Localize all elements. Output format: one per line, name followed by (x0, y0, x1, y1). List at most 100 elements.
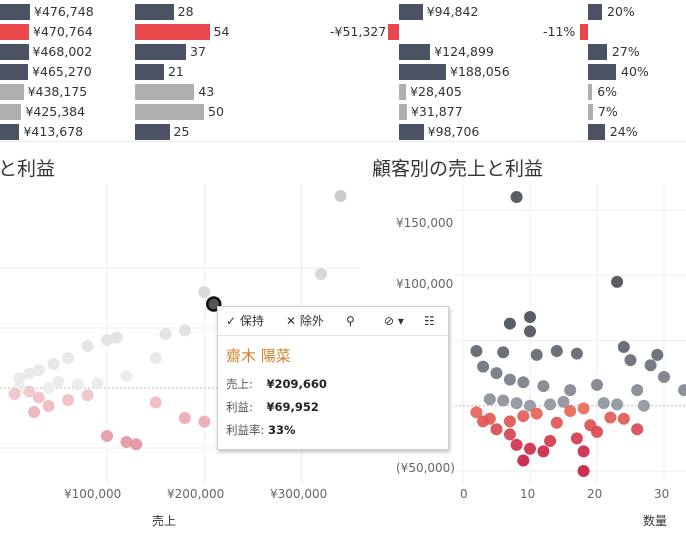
check-icon: ✓ (226, 314, 237, 328)
scatter-point (159, 328, 172, 340)
scatter-point (550, 344, 563, 357)
scatter-point (577, 445, 590, 458)
profit-value: ¥94,842 (426, 4, 479, 19)
scatter-point (470, 344, 483, 357)
scatter-point (611, 398, 624, 411)
scatter-point (490, 367, 503, 380)
count-value: 43 (198, 84, 215, 99)
scatter-point (42, 400, 55, 412)
scatter-point (477, 360, 490, 373)
scatter-point (503, 373, 516, 386)
tooltip-card: ✓ 保持 ✕ 除外 ⚲ ⊘ ▾ ☷ 齋木 陽菜 売上: ¥209,660 利益:… (217, 306, 449, 450)
scatter-point (591, 378, 603, 391)
keep-only-label: 保持 (239, 314, 264, 328)
right-x-axis-title: 数量 (643, 514, 668, 528)
rate-bar (588, 64, 616, 80)
count-value: 50 (208, 104, 224, 119)
scatter-point (678, 384, 686, 397)
scatter-point (334, 190, 347, 202)
rate-bar (588, 124, 605, 140)
count-bar (135, 64, 164, 80)
scatter-point (651, 348, 664, 361)
right-y-tick-100k: ¥100,000 (396, 277, 454, 291)
tooltip-rate-label: 利益率: (226, 423, 265, 437)
scatter-point (23, 385, 36, 398)
scatter-point (101, 334, 114, 346)
profit-value: ¥188,056 (450, 64, 510, 79)
scatter-point (483, 393, 496, 406)
scatter-point (178, 412, 191, 424)
profit-bar (399, 124, 424, 140)
left-scatter-plot[interactable] (0, 184, 360, 484)
scatter-point (91, 377, 104, 390)
group-icon[interactable]: ⊘ ▾ (384, 314, 404, 328)
count-bar (135, 84, 195, 100)
count-value: 54 (213, 24, 230, 39)
scatter-point (28, 406, 41, 418)
sales-value: ¥438,175 (27, 84, 88, 99)
profit-value: -¥51,327 (330, 24, 387, 39)
rate-value: -11% (543, 24, 576, 39)
profit-bar (399, 84, 407, 100)
left-x-tick-2: ¥200,000 (167, 487, 225, 501)
tooltip-profit-value: ¥69,952 (266, 400, 319, 414)
rate-value: 7% (597, 104, 618, 119)
scatter-point (597, 397, 610, 410)
count-value: 25 (173, 124, 190, 139)
count-bar (135, 124, 170, 140)
scatter-point (564, 384, 577, 397)
left-x-tick-3: ¥300,000 (270, 487, 328, 501)
tooltip-rate-row: 利益率: 33% (226, 422, 296, 438)
scatter-point (658, 371, 670, 384)
scatter-point (32, 364, 45, 376)
scatter-point (81, 389, 94, 402)
scatter-point (530, 348, 543, 361)
count-bar (135, 104, 204, 120)
close-icon: ✕ (286, 314, 297, 328)
keep-only-button[interactable]: ✓ 保持 (226, 313, 264, 329)
profit-value: ¥28,405 (410, 84, 462, 99)
scatter-point (537, 445, 550, 458)
scatter-point (178, 324, 191, 337)
scatter-point (591, 425, 603, 438)
scatter-point (517, 454, 530, 467)
profit-value: ¥124,899 (434, 44, 494, 59)
profit-bar (388, 24, 399, 40)
tooltip-rate-value: 33% (268, 423, 296, 437)
rate-value: 6% (597, 84, 618, 99)
scatter-point (564, 404, 577, 417)
scatter-point (510, 397, 523, 410)
tooltip-sales-value: ¥209,660 (266, 377, 327, 391)
count-bar (135, 24, 210, 40)
right-scatter-plot[interactable] (455, 184, 686, 484)
scatter-point (130, 438, 143, 451)
sales-bar (0, 104, 22, 120)
right-chart-title: 顧客別の売上と利益 (372, 158, 544, 180)
view-data-icon[interactable]: ☷ (424, 314, 435, 328)
profit-bar (399, 104, 407, 120)
scatter-point (604, 411, 617, 424)
left-x-tick-1: ¥100,000 (64, 487, 122, 501)
tooltip-toolbar: ✓ 保持 ✕ 除外 ⚲ ⊘ ▾ ☷ (218, 307, 448, 336)
scatter-point (503, 428, 516, 441)
scatter-point (62, 394, 75, 406)
scatter-point (503, 415, 516, 428)
paperclip-icon[interactable]: ⚲ (346, 314, 355, 328)
scatter-point (497, 394, 510, 407)
tooltip-profit-row: 利益: ¥69,952 (226, 399, 319, 415)
profit-bar (399, 64, 446, 80)
count-value: 28 (177, 4, 194, 19)
sales-bar (0, 124, 20, 140)
rate-bar (588, 4, 602, 20)
rate-value: 40% (621, 64, 649, 79)
scatter-point (13, 372, 26, 385)
scatter-point (42, 382, 55, 394)
scatter-point (544, 398, 557, 411)
exclude-button[interactable]: ✕ 除外 (286, 313, 324, 329)
scatter-point (198, 286, 211, 298)
sales-value: ¥413,678 (23, 124, 84, 139)
scatter-point (52, 376, 65, 388)
right-y-tick-neg50k: (¥50,000) (396, 461, 455, 475)
scatter-point (530, 407, 543, 420)
right-x-tick-0: 0 (460, 487, 468, 501)
